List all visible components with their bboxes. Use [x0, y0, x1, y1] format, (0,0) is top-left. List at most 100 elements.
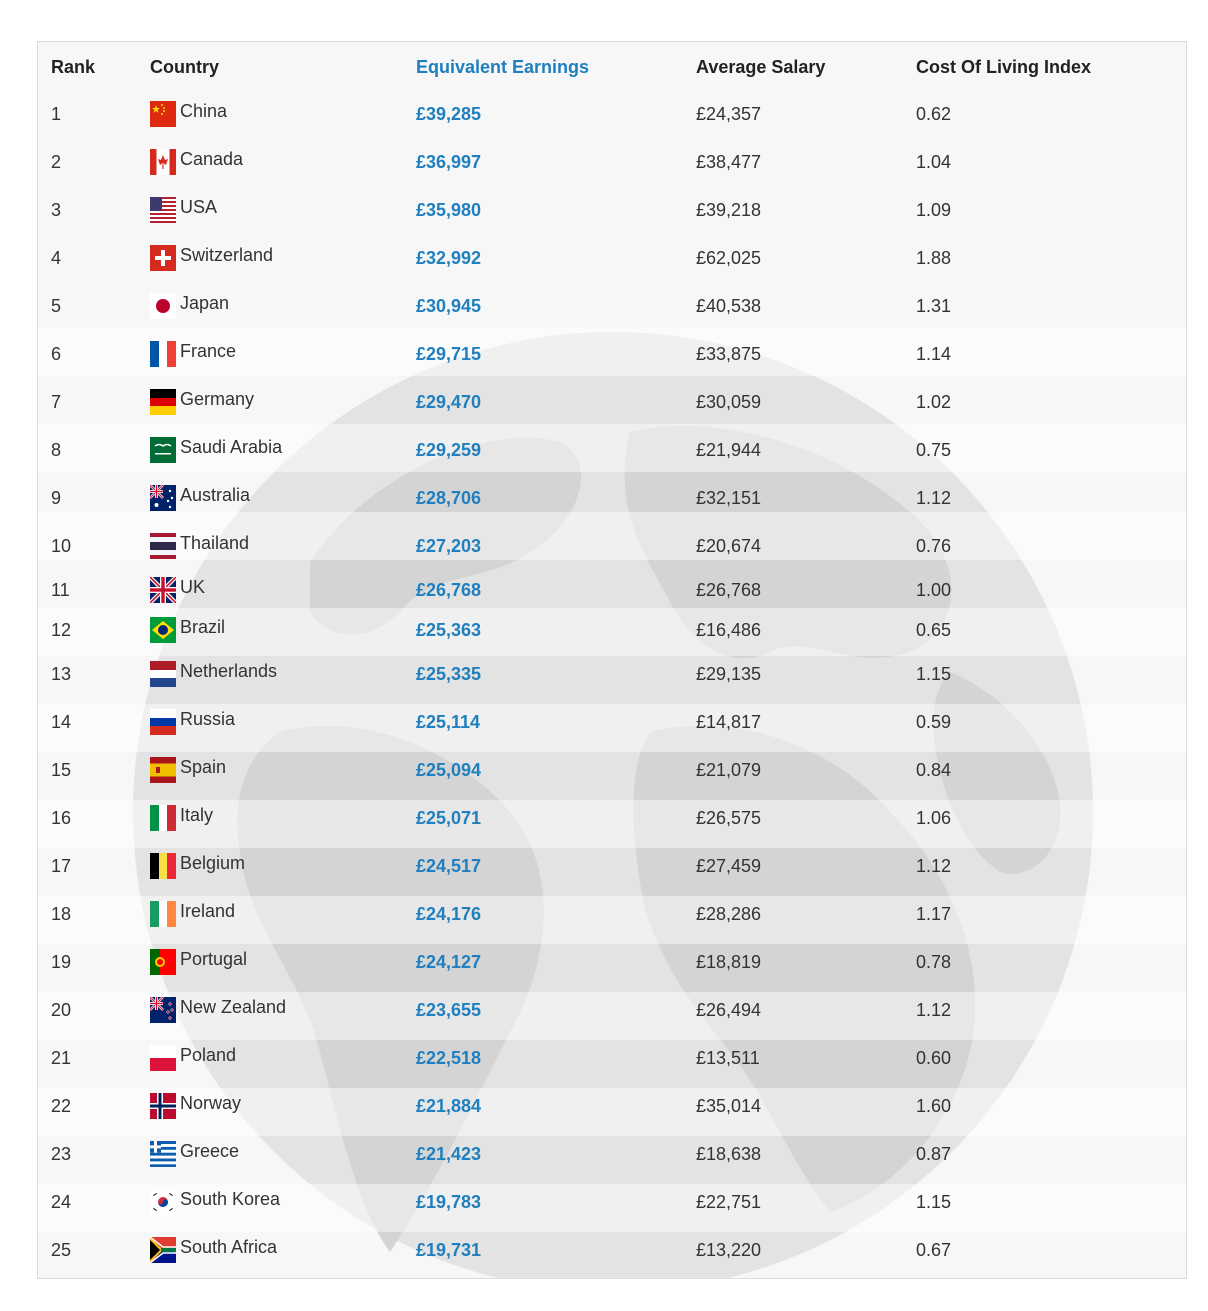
usa-flag-icon [150, 197, 176, 223]
spain-flag-icon [150, 757, 176, 783]
country-cell: France [150, 330, 416, 378]
index-cell: 0.84 [916, 759, 952, 780]
rank-cell: 13 [51, 663, 72, 684]
rank-cell: 10 [51, 535, 72, 556]
salary-cell: £26,494 [696, 999, 762, 1020]
row-stripe [38, 512, 1186, 560]
rank-cell: 20 [51, 999, 72, 1020]
table-row: 20 New Zealand £23,655 £26,494 1.12 [38, 986, 1186, 1034]
table-row: 5 Japan £30,945 £40,538 1.31 [38, 282, 1186, 330]
country-column-header[interactable]: Country [150, 56, 219, 77]
earnings-cell: £23,655 [416, 999, 482, 1020]
index-cell: 1.15 [916, 663, 952, 684]
country-name: Spain [180, 756, 227, 777]
salary-cell: £21,944 [696, 439, 762, 460]
country-cell: Canada [150, 138, 416, 186]
rank-cell: 11 [51, 579, 70, 600]
earnings-cell: £30,945 [416, 295, 482, 316]
country-name: Germany [180, 388, 255, 409]
earnings-cell: £25,094 [416, 759, 482, 780]
switzerland-flag-icon [150, 245, 176, 271]
south-korea-flag-icon [150, 1189, 176, 1215]
row-stripe [38, 992, 1186, 1040]
salary-cell: £22,751 [696, 1191, 762, 1212]
index-cell: 0.62 [916, 103, 952, 124]
salary-cell: £62,025 [696, 247, 762, 268]
country-name: Japan [180, 292, 230, 313]
earnings-cell: £27,203 [416, 535, 482, 556]
rank-column-header[interactable]: Rank [51, 56, 96, 77]
south-africa-flag-icon [150, 1237, 176, 1263]
rank-cell: 3 [51, 199, 62, 220]
country-name: China [180, 100, 228, 121]
rank-cell: 7 [51, 391, 62, 412]
country-cell: USA [150, 186, 416, 234]
salary-cell: £26,575 [696, 807, 762, 828]
salary-column-header[interactable]: Average Salary [696, 56, 826, 77]
index-cell: 0.87 [916, 1143, 952, 1164]
salary-cell: £16,486 [696, 619, 762, 640]
country-name: Ireland [180, 900, 236, 921]
earnings-cell: £39,285 [416, 103, 482, 124]
table-row: 13 Netherlands £25,335 £29,135 1.15 [38, 650, 1186, 698]
earnings-cell: £21,423 [416, 1143, 482, 1164]
salary-cell: £28,286 [696, 903, 762, 924]
index-cell: 1.31 [916, 295, 952, 316]
earnings-cell: £28,706 [416, 487, 482, 508]
rank-cell: 2 [51, 151, 62, 172]
salary-cell: £27,459 [696, 855, 762, 876]
rank-cell: 6 [51, 343, 62, 364]
country-cell: China [150, 90, 416, 138]
country-name: Canada [180, 148, 244, 169]
japan-flag-icon [150, 293, 176, 319]
salary-cell: £30,059 [696, 391, 762, 412]
salary-cell: £13,511 [696, 1047, 760, 1068]
salary-cell: £18,819 [696, 951, 762, 972]
row-stripe [38, 800, 1186, 848]
thailand-flag-icon [150, 533, 176, 559]
country-cell: Belgium [150, 842, 416, 890]
table-row: 17 Belgium £24,517 £27,459 1.12 [38, 842, 1186, 890]
table-row: 21 Poland £22,518 £13,511 0.60 [38, 1034, 1186, 1082]
italy-flag-icon [150, 805, 176, 831]
salary-cell: £14,817 [696, 711, 762, 732]
table-row: 25 South Africa £19,731 £13,220 0.67 [38, 1226, 1186, 1274]
rankings-table-panel: Rank Country Equivalent Earnings Average… [37, 41, 1187, 1279]
country-cell: Netherlands [150, 650, 416, 698]
salary-cell: £21,079 [696, 759, 762, 780]
index-cell: 0.59 [916, 711, 952, 732]
table-row: 11 UK £26,768 £26,768 1.00 [38, 570, 1186, 610]
earnings-column-header[interactable]: Equivalent Earnings [416, 56, 590, 77]
index-cell: 0.76 [916, 535, 952, 556]
table-row: 8 Saudi Arabia £29,259 £21,944 0.75 [38, 426, 1186, 474]
country-cell: Italy [150, 794, 416, 842]
salary-cell: £29,135 [696, 663, 762, 684]
earnings-cell: £25,335 [416, 663, 482, 684]
australia-flag-icon [150, 485, 176, 511]
ireland-flag-icon [150, 901, 176, 927]
index-column-header[interactable]: Cost Of Living Index [916, 56, 1092, 77]
germany-flag-icon [150, 389, 176, 415]
earnings-cell: £25,363 [416, 619, 482, 640]
country-name: Portugal [180, 948, 248, 969]
index-cell: 0.60 [916, 1047, 952, 1068]
greece-flag-icon [150, 1141, 176, 1167]
row-stripe [38, 608, 1186, 656]
country-cell: Ireland [150, 890, 416, 938]
index-cell: 1.06 [916, 807, 952, 828]
country-cell: Spain [150, 746, 416, 794]
index-cell: 1.00 [916, 579, 952, 600]
index-cell: 1.15 [916, 1191, 952, 1212]
france-flag-icon [150, 341, 176, 367]
row-stripe [38, 424, 1186, 472]
salary-cell: £38,477 [696, 151, 762, 172]
table-row: 3 USA £35,980 £39,218 1.09 [38, 186, 1186, 234]
rank-cell: 18 [51, 903, 72, 924]
country-name: USA [180, 196, 218, 217]
country-name: Russia [180, 708, 236, 729]
row-stripe [38, 328, 1186, 376]
earnings-cell: £25,071 [416, 807, 482, 828]
table-row: 2 Canada £36,997 £38,477 1.04 [38, 138, 1186, 186]
country-name: Switzerland [180, 244, 274, 265]
earnings-cell: £36,997 [416, 151, 482, 172]
